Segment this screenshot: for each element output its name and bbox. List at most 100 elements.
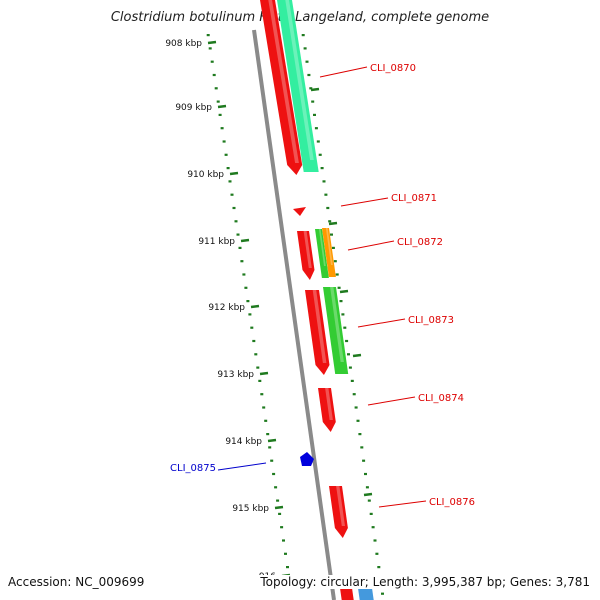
minor-tick: [238, 246, 242, 249]
minor-tick: [206, 34, 210, 37]
minor-tick: [220, 127, 224, 130]
minor-tick: [318, 153, 322, 156]
minor-tick: [278, 512, 282, 515]
gene-label-CLI_0875[interactable]: CLI_0875: [170, 463, 216, 474]
minor-tick: [242, 273, 246, 276]
minor-tick: [367, 499, 371, 502]
minor-tick: [240, 260, 244, 263]
leader-line: [319, 66, 368, 78]
gene-CLI_0872-orange[interactable]: [322, 228, 336, 277]
genome-summary: Topology: circular; Length: 3,995,387 bp…: [256, 575, 590, 589]
minor-tick: [248, 313, 252, 316]
major-tick: [250, 304, 260, 309]
minor-tick: [337, 286, 341, 289]
leader-line: [217, 462, 267, 471]
minor-tick: [262, 406, 266, 409]
minor-tick: [339, 300, 343, 303]
gene-CLI_0876-red[interactable]: [329, 486, 348, 538]
gene-CLI_0872-green[interactable]: [315, 229, 329, 278]
gene-CLI_0876-red-highlight: [336, 486, 345, 526]
minor-tick: [270, 459, 274, 462]
gene-CLI_0873-red[interactable]: [305, 290, 330, 375]
scale-label: 912 kbp: [208, 303, 245, 313]
minor-tick: [234, 220, 238, 223]
minor-tick: [381, 592, 384, 595]
major-tick: [217, 104, 227, 109]
scale-label: 914 kbp: [225, 437, 262, 447]
minor-tick: [375, 552, 379, 555]
gene-CLI_0872-red[interactable]: [297, 231, 315, 280]
gene-CLI_0874-red-highlight: [325, 388, 333, 420]
minor-tick: [348, 366, 352, 369]
gene-CLI_0873-green-highlight: [330, 287, 344, 362]
minor-tick: [272, 472, 276, 476]
minor-tick: [311, 100, 315, 103]
gene-CLI_0872-green-highlight: [318, 229, 326, 266]
minor-tick: [250, 326, 254, 329]
gene-CLI_0875[interactable]: [300, 452, 314, 466]
gene-CLI_0870-red[interactable]: [260, 0, 303, 175]
minor-tick: [358, 433, 362, 436]
minor-tick: [309, 87, 313, 90]
minor-tick: [264, 419, 268, 422]
minor-tick: [208, 47, 212, 50]
minor-tick: [230, 193, 234, 196]
minor-tick: [224, 153, 228, 156]
major-tick: [240, 238, 250, 243]
minor-tick: [212, 73, 216, 77]
minor-tick: [341, 313, 345, 316]
minor-tick: [371, 526, 375, 529]
minor-tick: [252, 339, 256, 343]
minor-tick: [350, 379, 354, 382]
minor-tick: [356, 419, 360, 422]
minor-tick: [320, 167, 324, 170]
minor-tick: [324, 193, 328, 196]
scale-label: 913 kbp: [217, 370, 254, 380]
major-tick: [339, 289, 349, 294]
minor-tick: [260, 393, 264, 396]
gene-CLI_0871[interactable]: [293, 207, 306, 216]
minor-tick: [286, 566, 289, 569]
minor-tick: [326, 206, 330, 210]
gene-label-CLI_0874[interactable]: CLI_0874: [418, 393, 464, 404]
minor-tick: [328, 220, 332, 223]
gene-CLI_0870-cyan[interactable]: [277, 0, 319, 172]
gene-CLI_0874-red[interactable]: [318, 388, 336, 432]
leader-line: [347, 240, 395, 251]
gene-bottom-blue[interactable]: [358, 588, 374, 600]
minor-tick: [345, 339, 349, 343]
gene-label-CLI_0870[interactable]: CLI_0870: [370, 63, 416, 74]
minor-tick: [331, 246, 335, 249]
minor-tick: [330, 233, 333, 236]
major-tick: [207, 40, 217, 45]
gene-label-CLI_0876[interactable]: CLI_0876: [429, 497, 475, 508]
gene-CLI_0873-red-highlight: [312, 290, 327, 363]
minor-tick: [307, 73, 311, 77]
gene-label-CLI_0872[interactable]: CLI_0872: [397, 237, 443, 248]
genome-backbone: [252, 29, 336, 600]
major-tick: [310, 87, 320, 92]
minor-tick: [258, 379, 262, 382]
minor-tick: [254, 353, 258, 356]
gene-label-CLI_0873[interactable]: CLI_0873: [408, 315, 454, 326]
gene-label-CLI_0871[interactable]: CLI_0871: [391, 193, 437, 204]
minor-tick: [362, 459, 366, 462]
minor-tick: [210, 60, 214, 63]
minor-tick: [354, 406, 358, 409]
minor-tick: [226, 167, 230, 170]
major-tick: [229, 171, 239, 176]
minor-tick: [284, 552, 287, 555]
gene-bottom-red[interactable]: [340, 588, 354, 600]
leader-line: [378, 500, 427, 508]
major-tick: [259, 371, 269, 376]
minor-tick: [301, 34, 305, 37]
minor-tick: [246, 300, 250, 303]
gene-CLI_0870-cyan-highlight: [285, 0, 314, 160]
minor-tick: [365, 486, 369, 489]
gene-CLI_0873-green[interactable]: [323, 287, 349, 374]
minor-tick: [335, 273, 339, 276]
minor-tick: [244, 286, 248, 289]
minor-tick: [322, 180, 326, 183]
scale-label: 911 kbp: [198, 237, 235, 247]
